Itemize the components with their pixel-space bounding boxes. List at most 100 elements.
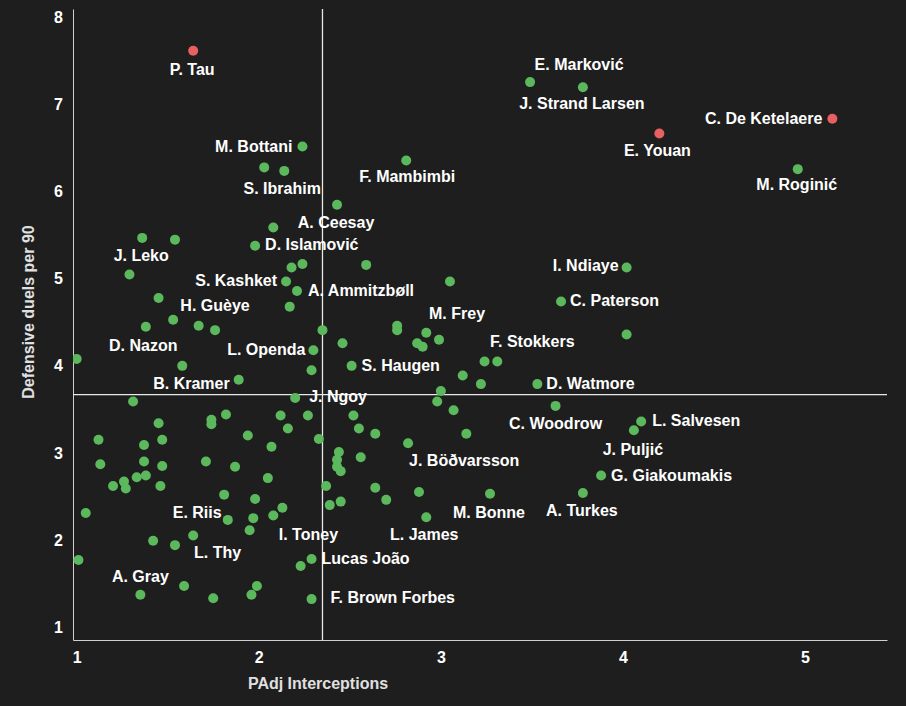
point <box>93 435 103 445</box>
point-label: M. Roginić <box>756 176 837 193</box>
tick-label: 8 <box>54 9 63 26</box>
point <box>135 590 145 600</box>
point-label: B. Kramer <box>153 375 229 392</box>
point-label: A. Ceesay <box>298 214 375 231</box>
tick: 3 <box>54 444 73 461</box>
point <box>308 345 318 355</box>
point-label: S. Kashket <box>195 272 277 289</box>
point-label: D. Islamović <box>265 236 358 253</box>
tick-label: 1 <box>73 649 82 666</box>
point <box>297 142 307 152</box>
point <box>654 128 664 138</box>
x-axis: 12345 <box>73 640 888 666</box>
point <box>201 457 211 467</box>
point <box>338 338 348 348</box>
point <box>245 525 255 535</box>
point <box>268 222 278 232</box>
tick-label: 3 <box>437 649 446 666</box>
point <box>210 325 220 335</box>
point <box>281 276 291 286</box>
point <box>827 114 837 124</box>
point-label: J. Strand Larsen <box>519 95 644 112</box>
point <box>636 417 646 427</box>
background <box>0 0 906 706</box>
point <box>348 410 358 420</box>
point-label: J. Ngoy <box>309 388 367 405</box>
point <box>556 296 566 306</box>
tick-label: 4 <box>619 649 628 666</box>
point <box>124 269 134 279</box>
point <box>325 500 335 510</box>
tick: 1 <box>54 619 73 636</box>
point <box>285 302 295 312</box>
point <box>157 461 167 471</box>
point <box>263 473 273 483</box>
tick: 5 <box>54 270 73 287</box>
point-label: E. Marković <box>535 56 624 73</box>
point <box>141 471 151 481</box>
tick: 5 <box>801 640 810 666</box>
point <box>148 536 158 546</box>
point <box>287 262 297 272</box>
point-label: L. Salvesen <box>652 412 740 429</box>
axis-line <box>73 10 74 641</box>
point <box>461 429 471 439</box>
point <box>279 166 289 176</box>
point <box>551 401 561 411</box>
point <box>276 410 286 420</box>
y-axis-title: Defensive duels per 90 <box>20 225 37 399</box>
point-label: E. Riis <box>173 504 222 521</box>
point <box>321 481 331 491</box>
point <box>139 457 149 467</box>
point <box>476 379 486 389</box>
chart: 1234512345678P. TauE. MarkovićJ. Strand … <box>0 0 906 706</box>
point <box>629 425 639 435</box>
point-label: F. Mambimbi <box>359 168 455 185</box>
point <box>230 462 240 472</box>
point-label: A. Ammitzbøll <box>308 282 414 299</box>
point <box>234 375 244 385</box>
point-label: J. Böðvarsson <box>409 452 519 469</box>
reference-line <box>322 9 323 640</box>
point <box>168 315 178 325</box>
plot-area <box>73 9 887 640</box>
tick-label: 7 <box>54 96 63 113</box>
point-label: S. Haugen <box>362 357 440 374</box>
point <box>356 452 366 462</box>
point <box>485 489 495 499</box>
point <box>170 235 180 245</box>
point <box>132 472 142 482</box>
point <box>128 397 138 407</box>
point <box>445 276 455 286</box>
point <box>243 430 253 440</box>
point <box>170 540 180 550</box>
point-label: J. Puljić <box>603 441 664 458</box>
point <box>268 511 278 521</box>
point <box>121 484 131 494</box>
point <box>250 494 260 504</box>
point <box>525 77 535 87</box>
point-label: J. Leko <box>114 247 169 264</box>
tick-label: 4 <box>54 357 63 374</box>
point <box>578 488 588 498</box>
point <box>81 508 91 518</box>
point-label: M. Bottani <box>215 138 292 155</box>
tick-label: 1 <box>54 619 63 636</box>
point <box>292 286 302 296</box>
point <box>392 325 402 335</box>
point-label: C. Woodrow <box>509 415 603 432</box>
point <box>332 200 342 210</box>
point <box>155 481 165 491</box>
point-label: I. Ndiaye <box>553 257 619 274</box>
point <box>206 419 216 429</box>
point <box>177 361 187 371</box>
point <box>336 497 346 507</box>
point-label: L. Thy <box>194 544 241 561</box>
point-label: Lucas João <box>322 550 410 567</box>
point <box>793 164 803 174</box>
reference-line <box>73 394 887 395</box>
point-label: M. Frey <box>429 305 485 322</box>
point <box>401 155 411 165</box>
point <box>252 581 262 591</box>
point <box>421 512 431 522</box>
